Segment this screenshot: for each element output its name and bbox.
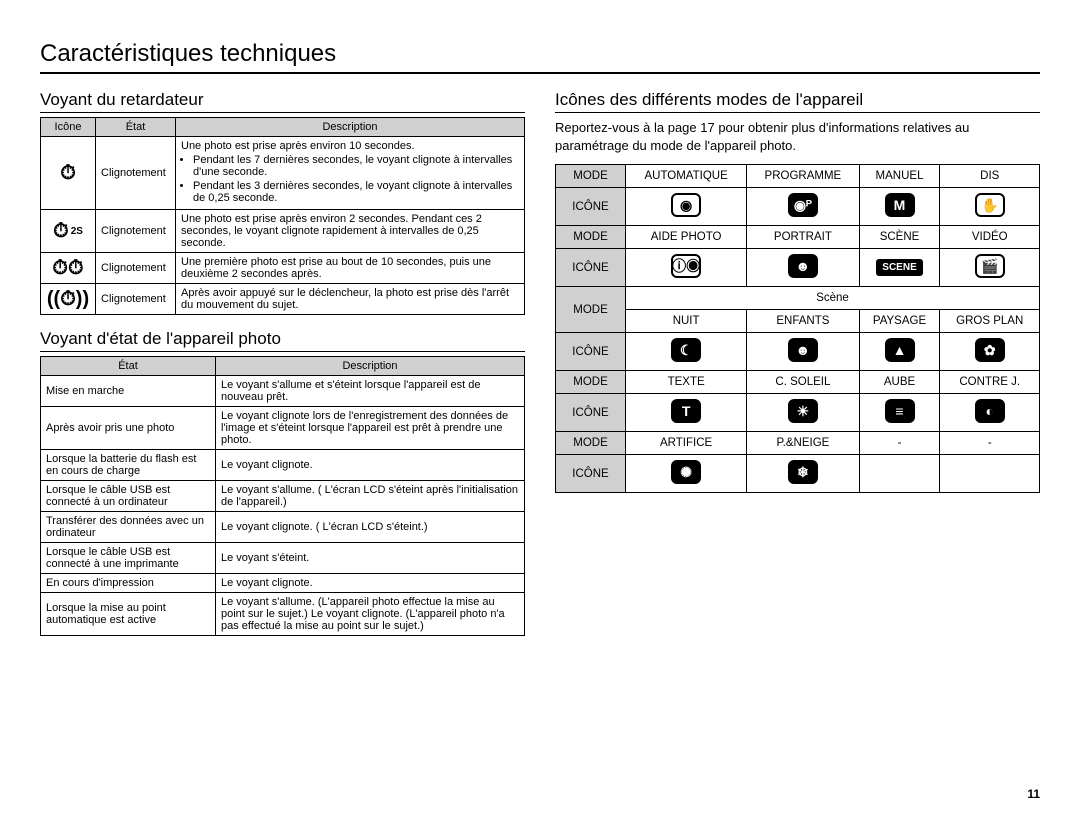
mode-video-icon: 🎬 xyxy=(940,249,1040,287)
mode-name: GROS PLAN xyxy=(940,310,1040,333)
modes-heading: Icônes des différents modes de l'apparei… xyxy=(555,90,1040,113)
right-column: Icônes des différents modes de l'apparei… xyxy=(555,90,1040,636)
mode-name: VIDÉO xyxy=(940,226,1040,249)
scene-night-icon: ☾ xyxy=(626,333,747,371)
status-state: Mise en marche xyxy=(41,376,216,407)
timer-desc: Une photo est prise après environ 10 sec… xyxy=(176,137,525,210)
mode-scene-icon: SCENE xyxy=(859,249,940,287)
timer-double-icon: ⏱⏱ xyxy=(41,253,96,284)
status-th-state: État xyxy=(41,357,216,376)
mode-name: AUBE xyxy=(859,371,940,394)
timer-desc: Après avoir appuyé sur le déclencheur, l… xyxy=(176,284,525,315)
modes-row-label: ICÔNE xyxy=(556,394,626,432)
mode-empty xyxy=(940,455,1040,493)
mode-program-icon: ◉ᴾ xyxy=(747,188,859,226)
status-table: État Description Mise en marcheLe voyant… xyxy=(40,356,525,636)
mode-name: P.&NEIGE xyxy=(747,432,859,455)
timer-10s-icon: ⏱ xyxy=(41,137,96,210)
status-desc: Le voyant s'allume. (L'appareil photo ef… xyxy=(216,593,525,636)
scene-group-header: Scène xyxy=(626,287,1040,310)
mode-name: CONTRE J. xyxy=(940,371,1040,394)
scene-dawn-icon: ≡ xyxy=(859,394,940,432)
mode-name: MANUEL xyxy=(859,165,940,188)
status-heading: Voyant d'état de l'appareil photo xyxy=(40,329,525,352)
timer-th-desc: Description xyxy=(176,118,525,137)
status-desc: Le voyant clignote lors de l'enregistrem… xyxy=(216,407,525,450)
mode-name: PORTRAIT xyxy=(747,226,859,249)
status-state: Lorsque le câble USB est connecté à un o… xyxy=(41,481,216,512)
modes-row-label: MODE xyxy=(556,432,626,455)
mode-name: AUTOMATIQUE xyxy=(626,165,747,188)
modes-row-label: MODE xyxy=(556,165,626,188)
timer-desc: Une photo est prise après environ 2 seco… xyxy=(176,210,525,253)
modes-table: MODEAUTOMATIQUEPROGRAMMEMANUELDISICÔNE◉◉… xyxy=(555,164,1040,493)
status-desc: Le voyant s'éteint. xyxy=(216,543,525,574)
mode-name: TEXTE xyxy=(626,371,747,394)
status-state: Lorsque la mise au point automatique est… xyxy=(41,593,216,636)
timer-2s-icon: ⏱2S xyxy=(41,210,96,253)
timer-motion-icon: ((⏱)) xyxy=(41,284,96,315)
timer-th-state: État xyxy=(96,118,176,137)
status-th-desc: Description xyxy=(216,357,525,376)
timer-state: Clignotement xyxy=(96,137,176,210)
modes-row-label: MODE xyxy=(556,226,626,249)
mode-portrait-icon: ☻ xyxy=(747,249,859,287)
modes-row-label: MODE xyxy=(556,371,626,394)
status-state: Transférer des données avec un ordinateu… xyxy=(41,512,216,543)
status-state: Lorsque le câble USB est connecté à une … xyxy=(41,543,216,574)
scene-beachsnow-icon: ❄ xyxy=(747,455,859,493)
modes-row-label: ICÔNE xyxy=(556,188,626,226)
mode-name: PAYSAGE xyxy=(859,310,940,333)
mode-name: ENFANTS xyxy=(747,310,859,333)
mode-auto-icon: ◉ xyxy=(626,188,747,226)
mode-name: - xyxy=(859,432,940,455)
mode-empty xyxy=(859,455,940,493)
modes-row-label: ICÔNE xyxy=(556,249,626,287)
scene-text-icon: T xyxy=(626,394,747,432)
mode-name: PROGRAMME xyxy=(747,165,859,188)
modes-note: Reportez-vous à la page 17 pour obtenir … xyxy=(555,119,1040,154)
page-title: Caractéristiques techniques xyxy=(40,40,1040,74)
timer-state: Clignotement xyxy=(96,253,176,284)
modes-row-label: MODE xyxy=(556,287,626,333)
mode-name: ARTIFICE xyxy=(626,432,747,455)
status-state: Après avoir pris une photo xyxy=(41,407,216,450)
mode-name: SCÈNE xyxy=(859,226,940,249)
left-column: Voyant du retardateur Icône État Descrip… xyxy=(40,90,525,636)
modes-row-label: ICÔNE xyxy=(556,455,626,493)
scene-closeup-icon: ✿ xyxy=(940,333,1040,371)
timer-desc: Une première photo est prise au bout de … xyxy=(176,253,525,284)
mode-dis-icon: ✋ xyxy=(940,188,1040,226)
status-state: Lorsque la batterie du flash est en cour… xyxy=(41,450,216,481)
mode-name: C. SOLEIL xyxy=(747,371,859,394)
status-desc: Le voyant clignote. ( L'écran LCD s'étei… xyxy=(216,512,525,543)
mode-manual-icon: M xyxy=(859,188,940,226)
mode-guide-icon: ⓘ◉ xyxy=(626,249,747,287)
mode-name: NUIT xyxy=(626,310,747,333)
mode-name: - xyxy=(940,432,1040,455)
status-desc: Le voyant s'allume et s'éteint lorsque l… xyxy=(216,376,525,407)
timer-th-icon: Icône xyxy=(41,118,96,137)
status-desc: Le voyant s'allume. ( L'écran LCD s'étei… xyxy=(216,481,525,512)
status-desc: Le voyant clignote. xyxy=(216,450,525,481)
timer-heading: Voyant du retardateur xyxy=(40,90,525,113)
timer-table: Icône État Description ⏱ClignotementUne … xyxy=(40,117,525,315)
modes-row-label: ICÔNE xyxy=(556,333,626,371)
timer-state: Clignotement xyxy=(96,284,176,315)
status-desc: Le voyant clignote. xyxy=(216,574,525,593)
scene-backlight-icon: ◐ xyxy=(940,394,1040,432)
mode-name: AIDE PHOTO xyxy=(626,226,747,249)
mode-name: DIS xyxy=(940,165,1040,188)
two-column-layout: Voyant du retardateur Icône État Descrip… xyxy=(40,90,1040,636)
scene-children-icon: ☻ xyxy=(747,333,859,371)
page-number: 11 xyxy=(1027,787,1040,801)
scene-landscape-icon: ▲ xyxy=(859,333,940,371)
timer-state: Clignotement xyxy=(96,210,176,253)
status-state: En cours d'impression xyxy=(41,574,216,593)
scene-firework-icon: ✺ xyxy=(626,455,747,493)
scene-sunset-icon: ☀ xyxy=(747,394,859,432)
